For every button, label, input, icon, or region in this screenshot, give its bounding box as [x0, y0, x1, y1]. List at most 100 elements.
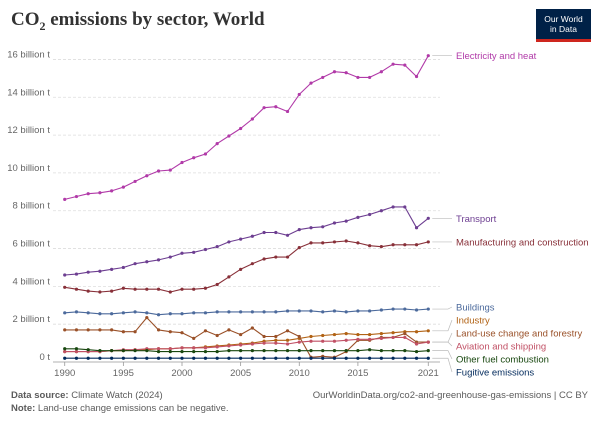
series-label-land-use-change-and-forestry[interactable]: Land-use change and forestry	[456, 329, 582, 340]
data-point	[285, 255, 290, 259]
data-point	[262, 334, 266, 339]
data-point	[356, 337, 360, 341]
data-point	[98, 312, 102, 316]
data-point	[274, 341, 278, 345]
data-point	[344, 71, 348, 75]
data-point	[368, 348, 372, 352]
data-point	[133, 330, 137, 334]
data-point	[63, 350, 67, 354]
data-point	[133, 287, 137, 291]
data-point	[285, 309, 290, 313]
data-point	[379, 332, 383, 336]
series-label-manufacturing-and-construction[interactable]: Manufacturing and construction	[456, 237, 589, 248]
data-point	[426, 216, 430, 220]
series-electricity-and-heat[interactable]	[63, 54, 430, 201]
data-point	[368, 356, 372, 360]
series-other-fuel-combustion[interactable]	[63, 347, 430, 354]
data-point	[168, 350, 172, 354]
data-point	[391, 331, 395, 335]
x-tick-label: 1990	[54, 368, 75, 379]
series-label-industry[interactable]: Industry	[456, 316, 490, 327]
logo-line-2: in Data	[550, 24, 577, 34]
data-point	[63, 197, 67, 201]
data-point	[356, 241, 360, 245]
data-point	[110, 312, 114, 316]
data-point	[379, 308, 383, 312]
series-buildings[interactable]	[63, 307, 430, 317]
data-point	[297, 340, 301, 344]
data-point	[63, 273, 67, 277]
y-tick-label: 16 billion t	[7, 49, 50, 60]
data-point	[63, 311, 67, 315]
data-point	[285, 356, 290, 360]
data-point	[63, 328, 67, 332]
data-point	[414, 74, 419, 79]
data-point	[321, 225, 325, 229]
logo-line-1: Our World	[544, 14, 583, 24]
data-point	[145, 356, 149, 360]
data-point	[426, 240, 430, 244]
y-tick-label: 2 billion t	[13, 314, 51, 325]
data-point	[203, 329, 208, 333]
data-point	[297, 92, 301, 97]
data-point	[356, 349, 360, 353]
data-point	[215, 350, 219, 354]
data-point	[74, 356, 79, 360]
data-point	[379, 349, 383, 353]
owid-logo[interactable]: Our World in Data	[536, 9, 591, 42]
title-subscript: 2	[39, 18, 46, 33]
data-point	[192, 156, 196, 160]
data-point	[192, 346, 196, 350]
series-label-other-fuel-combustion[interactable]: Other fuel combustion	[456, 355, 549, 366]
data-point	[297, 349, 301, 353]
series-transport[interactable]	[63, 205, 430, 277]
data-point	[86, 289, 90, 293]
data-point	[250, 326, 254, 330]
series-fugitive-emissions[interactable]	[63, 356, 430, 360]
series-lines	[63, 54, 430, 360]
data-point	[309, 339, 313, 343]
series-manufacturing-and-construction[interactable]	[63, 239, 430, 294]
data-point	[414, 356, 419, 360]
data-point	[426, 356, 430, 360]
data-point	[403, 205, 407, 209]
data-point	[98, 328, 102, 332]
series-label-buildings[interactable]: Buildings	[456, 303, 495, 314]
data-point	[168, 356, 172, 360]
data-point	[239, 332, 243, 337]
data-point	[321, 349, 325, 353]
data-point	[321, 356, 325, 360]
series-labels: Electricity and heat Transport Manufacturi…	[432, 51, 589, 379]
data-point	[239, 349, 243, 353]
data-point	[332, 349, 337, 353]
data-point	[227, 134, 231, 138]
data-point	[344, 349, 348, 353]
series-line	[64, 317, 429, 358]
data-point	[74, 272, 79, 276]
series-line	[64, 336, 429, 353]
data-point	[274, 255, 278, 259]
series-label-fugitive-emissions[interactable]: Fugitive emissions	[456, 368, 534, 379]
series-land-use-change-and-forestry[interactable]	[63, 315, 430, 359]
data-point	[379, 70, 383, 74]
x-tick-label: 2000	[171, 368, 192, 379]
series-aviation-and-shipping[interactable]	[63, 335, 430, 354]
series-label-transport[interactable]: Transport	[456, 214, 497, 225]
data-point	[121, 356, 125, 360]
data-point	[250, 342, 254, 346]
data-point	[180, 346, 184, 350]
data-point	[356, 309, 360, 313]
data-point	[250, 262, 254, 266]
series-label-electricity-and-heat[interactable]: Electricity and heat	[456, 51, 537, 62]
series-label-aviation-and-shipping[interactable]: Aviation and shipping	[456, 342, 546, 353]
data-point	[250, 310, 254, 314]
x-tick-label: 1995	[113, 368, 134, 379]
data-point	[156, 356, 161, 360]
source-url[interactable]: OurWorldinData.org/co2-and-greenhouse-ga…	[312, 390, 588, 401]
logo-stripe	[536, 39, 591, 42]
data-point	[121, 349, 125, 353]
data-point	[227, 310, 231, 314]
data-point	[203, 346, 208, 350]
data-point	[145, 349, 149, 353]
data-point	[368, 244, 372, 248]
